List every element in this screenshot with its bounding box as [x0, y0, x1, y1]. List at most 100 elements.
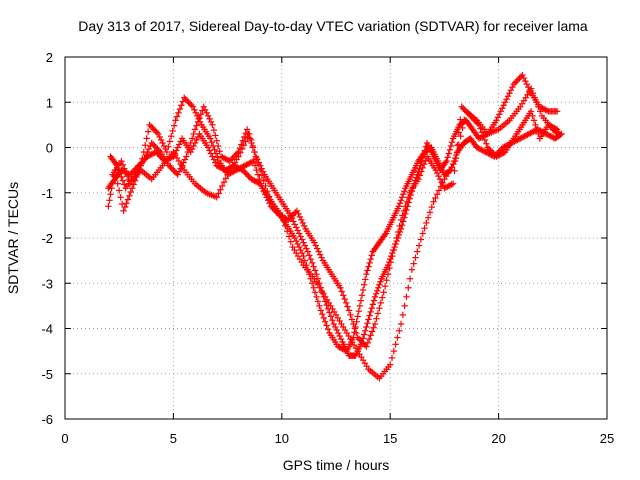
data-point [452, 154, 460, 162]
data-point [442, 159, 449, 166]
data-point [438, 178, 445, 186]
data-point [201, 106, 209, 113]
data-point [196, 118, 204, 126]
data-point [369, 301, 377, 308]
data-point [209, 121, 216, 129]
data-point [296, 213, 304, 221]
data-point [525, 130, 533, 138]
data-point [371, 320, 379, 328]
data-point [148, 151, 155, 158]
data-point [260, 188, 267, 195]
data-point [291, 221, 299, 228]
data-point [350, 320, 357, 328]
data-point [246, 160, 253, 167]
data-point [420, 151, 428, 158]
data-point [319, 289, 326, 296]
data-point [314, 245, 321, 252]
data-point [184, 148, 192, 156]
data-point [473, 144, 481, 151]
data-point [176, 105, 184, 113]
data-point [321, 318, 329, 325]
data-point [458, 103, 465, 110]
x-tick-label: 25 [600, 431, 614, 446]
data-point [356, 302, 364, 310]
data-point [324, 326, 332, 333]
data-point [476, 145, 484, 153]
data-point [556, 130, 563, 138]
data-point [499, 105, 506, 112]
data-point [311, 267, 319, 274]
data-point [357, 337, 364, 344]
data-point [152, 144, 160, 151]
data-point [387, 361, 394, 368]
data-point [237, 149, 244, 156]
data-point [455, 129, 463, 136]
data-point [125, 176, 132, 184]
data-point [217, 186, 224, 193]
data-point [546, 122, 554, 129]
data-point [336, 344, 343, 351]
data-point [267, 203, 275, 210]
data-point [239, 137, 246, 144]
data-point [259, 185, 266, 192]
data-point [146, 121, 153, 129]
data-point [190, 142, 197, 150]
data-point [293, 207, 301, 215]
data-point [493, 117, 500, 124]
data-point [242, 138, 249, 145]
data-point [165, 162, 173, 169]
data-point [228, 156, 235, 163]
data-point [358, 292, 366, 299]
data-point [348, 316, 356, 323]
data-point [238, 145, 246, 153]
data-point [400, 207, 408, 215]
data-point [334, 343, 342, 350]
data-point [465, 111, 473, 118]
data-point [251, 177, 258, 184]
data-point [284, 228, 291, 235]
data-point [235, 165, 243, 172]
data-point [220, 154, 228, 162]
data-point [121, 181, 128, 188]
data-point [461, 106, 468, 113]
data-point [553, 108, 561, 115]
data-point [140, 148, 147, 156]
data-point [173, 169, 180, 177]
data-point [190, 130, 197, 138]
data-point [364, 320, 371, 327]
data-point [512, 79, 519, 86]
data-point [422, 157, 429, 164]
data-point [287, 238, 295, 245]
data-point [535, 103, 542, 110]
data-point [397, 197, 405, 204]
y-tick-label: 0 [46, 141, 53, 156]
data-point [293, 224, 300, 231]
data-point [313, 271, 320, 278]
data-point [394, 334, 401, 341]
data-point [240, 163, 247, 170]
data-point [285, 216, 292, 224]
data-point [366, 259, 373, 267]
data-point [387, 258, 395, 266]
data-point [237, 164, 244, 172]
data-point [468, 114, 476, 121]
data-point [329, 317, 336, 324]
data-point [401, 188, 408, 195]
data-point [390, 246, 398, 254]
data-point [372, 290, 380, 298]
data-point [338, 288, 345, 295]
data-point [180, 159, 187, 166]
data-point [499, 150, 506, 157]
data-point [261, 191, 269, 198]
data-point [226, 157, 233, 165]
data-point [471, 117, 478, 124]
data-point [323, 322, 330, 329]
data-point [533, 99, 540, 106]
data-point [332, 323, 339, 331]
data-point [398, 194, 406, 201]
y-tick-label: -6 [41, 412, 53, 427]
y-tick-label: -5 [41, 367, 53, 382]
data-point [423, 219, 430, 227]
data-point [149, 124, 156, 132]
data-point [170, 166, 177, 174]
